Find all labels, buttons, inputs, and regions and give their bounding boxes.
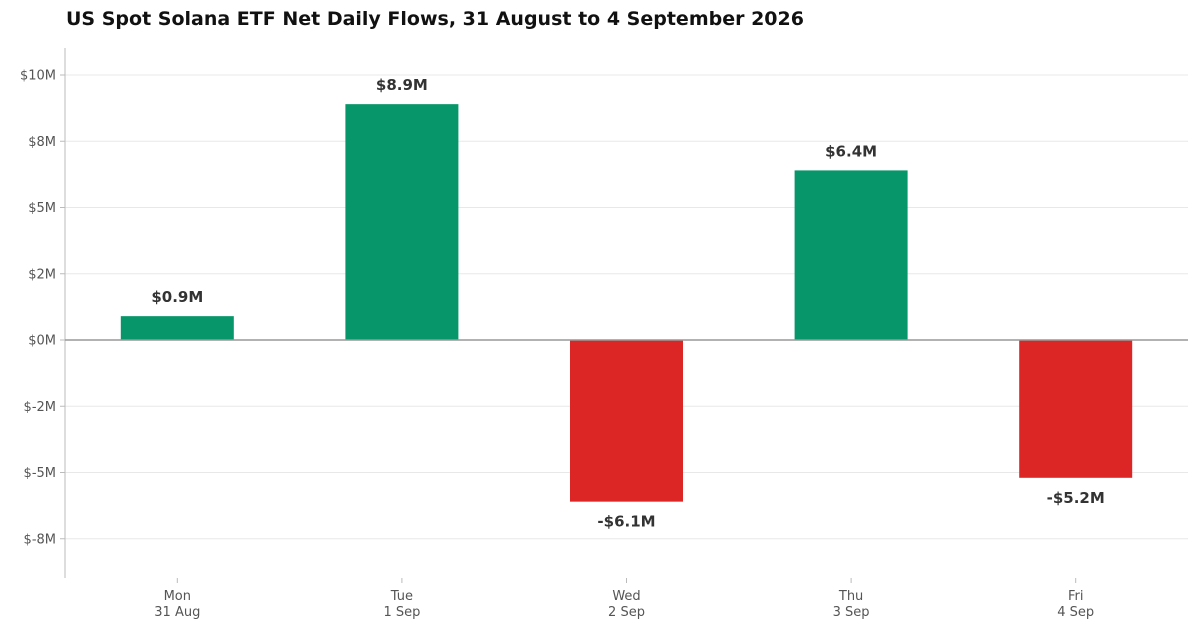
x-tick-label: Mon [164,589,191,604]
bar [345,104,459,341]
x-tick-label: Tue [390,589,413,604]
x-tick-label: 2 Sep [608,605,645,620]
bar-value-label: -$5.2M [1047,489,1105,507]
chart-title: US Spot Solana ETF Net Daily Flows, 31 A… [66,8,804,30]
bars [120,104,1133,502]
bar [1019,340,1133,478]
y-tick-label: $2M [28,267,56,282]
y-tick-label: $-2M [24,400,56,415]
x-tick-label: 31 Aug [154,605,200,620]
y-tick-label: $5M [28,201,56,216]
bar-value-label: $0.9M [151,288,203,306]
y-tick-label: $8M [28,135,56,150]
x-tick-label: 4 Sep [1057,605,1094,620]
axes [60,48,1188,583]
x-tick-label: Fri [1068,589,1084,604]
bar-value-label: $8.9M [376,76,428,94]
x-tick-label: Thu [838,589,863,604]
y-tick-label: $-5M [24,466,56,481]
y-tick-label: $-8M [24,532,56,547]
bar [120,316,234,340]
bar [570,340,683,502]
x-tick-label: 3 Sep [833,605,870,620]
x-tick-label: 1 Sep [383,605,420,620]
y-tick-label: $10M [20,69,56,84]
bar-value-label: $6.4M [825,142,877,160]
x-tick-label: Wed [612,589,640,604]
y-tick-label: $0M [28,334,56,349]
bar [794,170,908,340]
bar-value-label: -$6.1M [597,513,655,531]
